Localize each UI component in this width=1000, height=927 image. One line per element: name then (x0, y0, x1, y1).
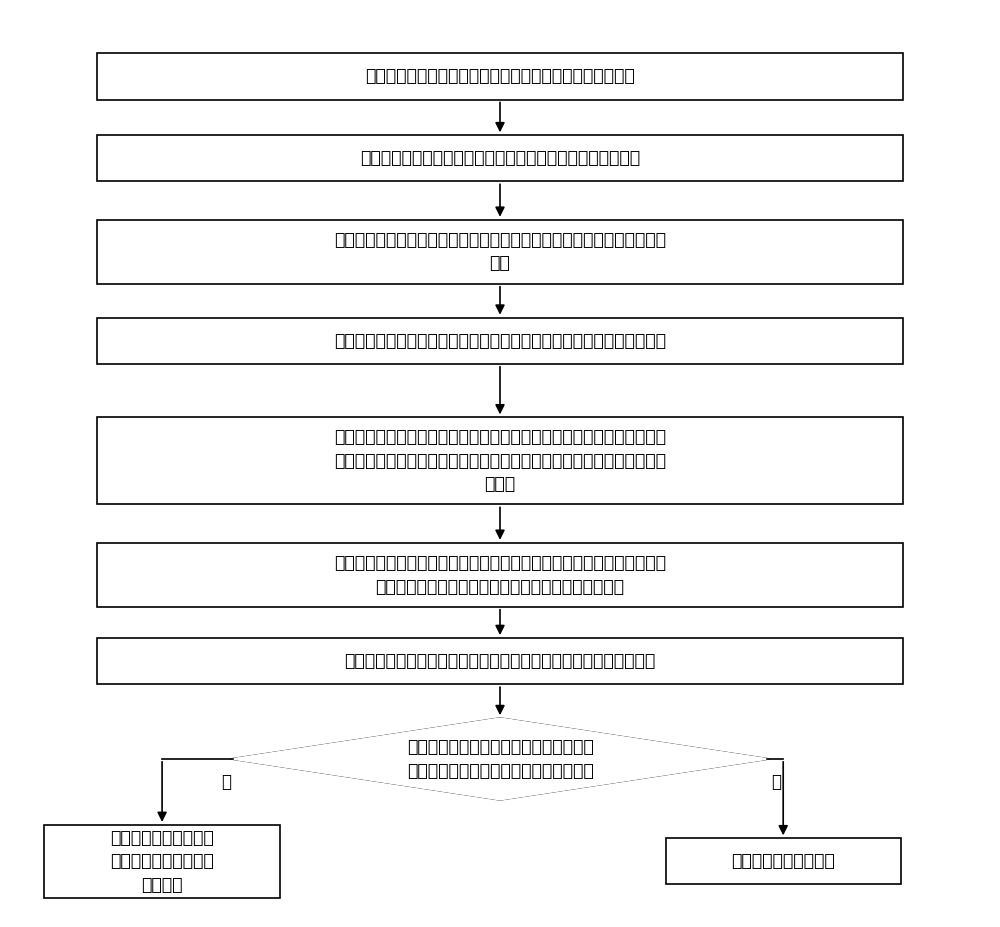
Text: 否: 否 (771, 773, 781, 791)
Bar (44, 825, 280, 897)
Bar (97, 417, 903, 504)
Text: 获取卫星导航接收机正常工作状态时单路模拟导航信号的强度: 获取卫星导航接收机正常工作状态时单路模拟导航信号的强度 (360, 149, 640, 167)
Text: 卫星导航信号模拟器产生多路导航信号叠加的模拟导航信号: 卫星导航信号模拟器产生多路导航信号叠加的模拟导航信号 (365, 68, 635, 85)
Text: 保持调制干扰信号的状态不变，通过测试姿态调整模块改变调制参考信号
入射方向，测量不同方向下标准导航接收天线接收到的解调参考信号相应
强度值: 保持调制干扰信号的状态不变，通过测试姿态调整模块改变调制参考信号 入射方向，测量… (334, 428, 666, 493)
Bar (97, 135, 903, 182)
Bar (97, 53, 903, 99)
Bar (97, 638, 903, 684)
Text: 根据零陷的形状和大小，对落入零陷范围内的模拟导航信号进行修正: 根据零陷的形状和大小，对落入零陷范围内的模拟导航信号进行修正 (344, 652, 656, 670)
Text: 将标准导航接收天线替换为自适应导航接收天线，重复步骤五，并将各对
应位置的强度值进行比较，得到各方向衰减值形成零陷: 将标准导航接收天线替换为自适应导航接收天线，重复步骤五，并将各对 应位置的强度值… (334, 554, 666, 595)
Bar (97, 542, 903, 607)
Text: 卫星导航接收机在该干
扰条件下的电磁兼容性
满足要求: 卫星导航接收机在该干 扰条件下的电磁兼容性 满足要求 (110, 829, 214, 894)
Text: 根据单路模拟导航信号强度，调整调制参考信号强度和调制干扰信号强度: 根据单路模拟导航信号强度，调整调制参考信号强度和调制干扰信号强度 (334, 332, 666, 349)
Bar (97, 318, 903, 363)
Bar (97, 220, 903, 284)
Text: 是: 是 (221, 773, 231, 791)
Polygon shape (231, 718, 769, 800)
Bar (666, 838, 901, 884)
Text: 电磁兼容性不满足要求: 电磁兼容性不满足要求 (731, 852, 835, 870)
Text: 干扰信号发生器、参考信号源分别生成干扰信号和参考信号，并进行正交
调制: 干扰信号发生器、参考信号源分别生成干扰信号和参考信号，并进行正交 调制 (334, 231, 666, 273)
Text: 在当前干扰信号作用下，卫星导航接收机
能否在修正后的模拟导航信号下正常工作: 在当前干扰信号作用下，卫星导航接收机 能否在修正后的模拟导航信号下正常工作 (407, 738, 593, 780)
